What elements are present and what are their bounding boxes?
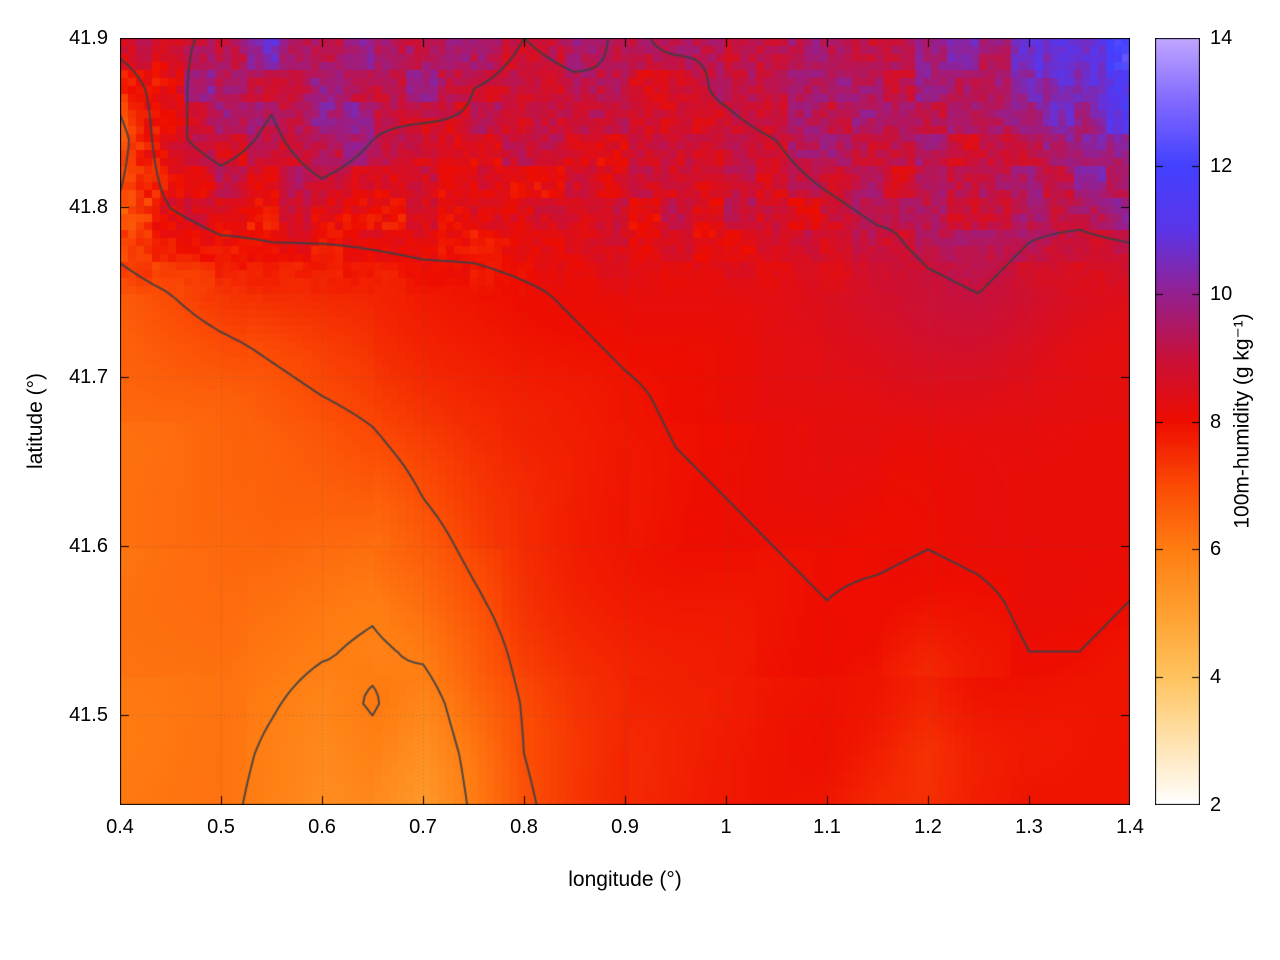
colorbar-tick-label: 14 [1210, 27, 1233, 49]
x-tick-label: 0.7 [409, 816, 437, 838]
y-tick-label: 41.6 [69, 534, 108, 557]
colorbar-tick-label: 8 [1210, 410, 1222, 433]
x-tick-label: 1.1 [813, 816, 841, 838]
y-tick-label: 41.5 [69, 704, 108, 727]
x-tick-label: 1 [720, 816, 732, 838]
x-axis-label: longitude (°) [568, 868, 682, 891]
x-tick-label: 0.5 [207, 816, 235, 838]
colorbar [1155, 38, 1200, 805]
x-tick-label: 1.3 [1015, 816, 1043, 838]
y-tick-label: 41.8 [69, 196, 108, 219]
colorbar-tick-label: 4 [1210, 666, 1222, 689]
y-tick-label: 41.7 [69, 365, 108, 388]
x-tick-label: 0.6 [308, 816, 336, 838]
colorbar-label: 100m-humidity (g kg⁻¹) [1230, 313, 1254, 529]
colorbar-tick-label: 12 [1210, 154, 1233, 177]
x-tick-label: 1.4 [1116, 816, 1144, 838]
colorbar-tick-label: 10 [1210, 282, 1233, 305]
x-tick-label: 0.9 [611, 816, 639, 838]
colorbar-canvas [1155, 38, 1200, 805]
plot-area [120, 38, 1130, 805]
colorbar-tick-label: 6 [1210, 538, 1222, 561]
y-axis-label: latitude (°) [24, 373, 47, 469]
heatmap-canvas [120, 38, 1130, 805]
x-tick-label: 1.2 [914, 816, 942, 838]
x-tick-label: 0.4 [106, 816, 134, 838]
colorbar-tick-label: 2 [1210, 794, 1222, 816]
y-tick-label: 41.9 [69, 27, 108, 49]
x-tick-label: 0.8 [510, 816, 538, 838]
